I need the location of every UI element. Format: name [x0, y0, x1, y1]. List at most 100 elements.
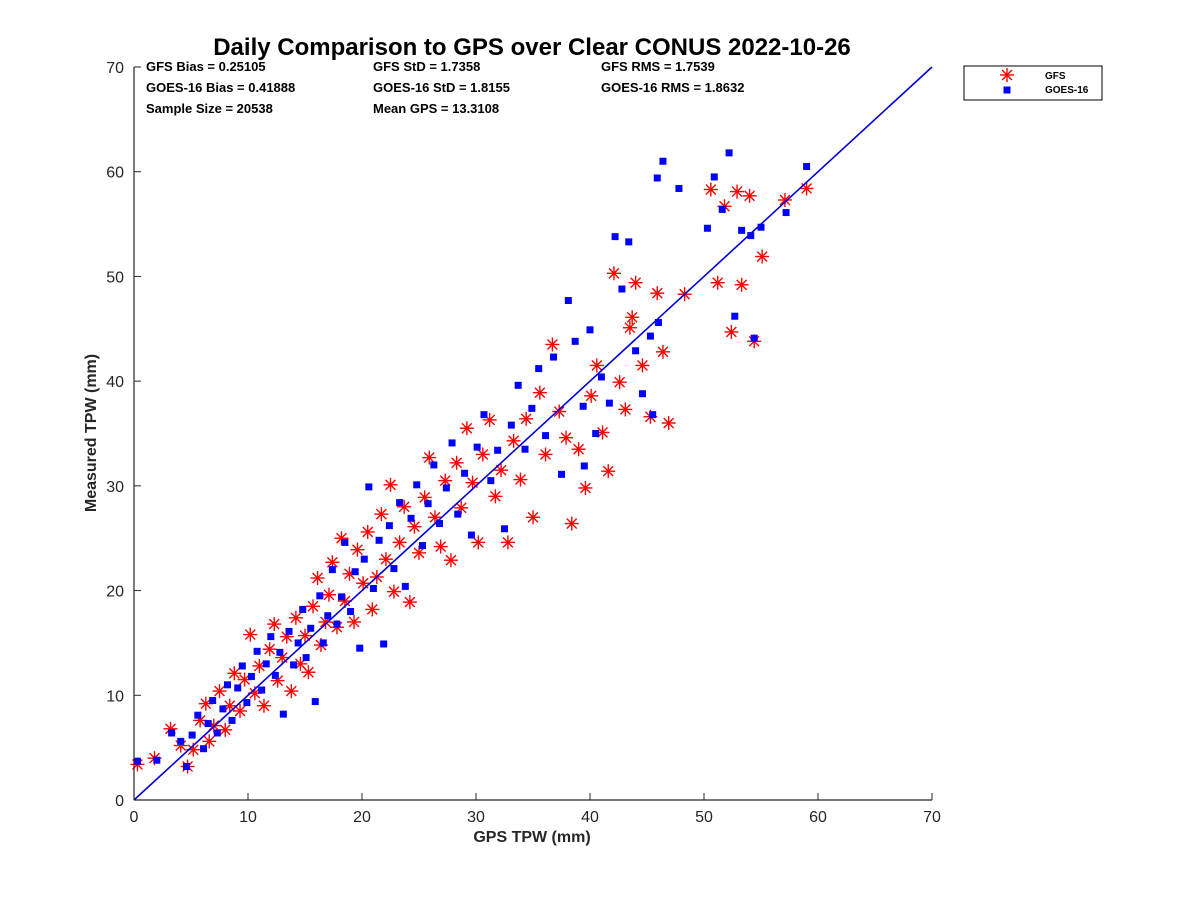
gfs-point	[777, 192, 792, 207]
goes16-point	[514, 381, 522, 389]
goes16-point	[213, 729, 221, 737]
gfs-point	[500, 535, 515, 550]
gfs-point	[661, 416, 676, 431]
goes16-point	[436, 520, 444, 528]
legend-gfs-asterisk	[1000, 68, 1014, 82]
gfs-point	[734, 277, 749, 292]
gfs-point	[218, 722, 233, 737]
goes16-point	[243, 699, 251, 707]
legend: GFS GOES-16	[963, 65, 1103, 101]
goes16-point	[725, 149, 733, 157]
gfs-point	[650, 286, 665, 301]
gfs-point	[625, 310, 640, 325]
gfs-point	[350, 542, 365, 557]
goes16-point	[262, 660, 270, 668]
goes16-point	[625, 238, 633, 246]
goes16-point	[267, 633, 275, 641]
y-tick-label: 50	[106, 269, 124, 286]
goes16-point	[356, 644, 364, 652]
goes16-point	[285, 627, 293, 635]
goes16-point	[618, 285, 626, 293]
x-tick-label: 0	[130, 809, 139, 826]
x-tick-label: 40	[581, 809, 599, 826]
gfs-point	[538, 447, 553, 462]
gfs-point	[532, 385, 547, 400]
gfs-point	[310, 571, 325, 586]
goes16-point	[586, 326, 594, 334]
goes16-point	[731, 312, 739, 320]
goes16-point	[747, 232, 755, 240]
gfs-point	[571, 442, 586, 457]
goes16-point	[654, 319, 662, 327]
goes16-point	[294, 639, 302, 647]
gfs-point	[267, 617, 282, 632]
x-tick-label: 50	[695, 809, 713, 826]
x-tick-label: 20	[353, 809, 371, 826]
gfs-point	[443, 553, 458, 568]
gfs-point	[618, 402, 633, 417]
x-tick-label: 30	[467, 809, 485, 826]
legend-box	[963, 65, 1103, 101]
goes16-point	[782, 209, 790, 217]
stat-goes16-rms: GOES-16 RMS = 1.8632	[601, 80, 744, 95]
stat-goes16-std: GOES-16 StD = 1.8155	[373, 80, 510, 95]
goes16-point	[507, 421, 515, 429]
goes16-point	[153, 756, 161, 764]
goes16-point	[238, 662, 246, 670]
goes16-point	[341, 538, 349, 546]
goes16-point	[365, 483, 373, 491]
goes16-point	[473, 443, 481, 451]
series-goes16	[133, 149, 811, 770]
y-tick-label: 0	[115, 793, 124, 810]
goes16-point	[328, 566, 336, 574]
goes16-point	[369, 584, 377, 592]
goes16-point	[638, 390, 646, 398]
goes16-point	[333, 620, 341, 628]
goes16-point	[209, 697, 217, 705]
gfs-point	[386, 584, 401, 599]
plot-area	[130, 66, 933, 801]
gfs-point	[301, 665, 316, 680]
gfs-point	[589, 358, 604, 373]
gfs-point	[471, 535, 486, 550]
series-layer	[130, 149, 814, 774]
y-tick-label: 70	[106, 60, 124, 77]
goes16-point	[380, 640, 388, 648]
axes: 0 10 20 30 40 50 60 70 0 10 20 30 40 50 60 70	[106, 60, 941, 826]
series-gfs	[130, 181, 814, 774]
y-tick-label: 10	[106, 688, 124, 705]
goes16-point	[204, 720, 212, 728]
gfs-point	[724, 324, 739, 339]
gfs-point	[559, 430, 574, 445]
y-tick-label: 20	[106, 584, 124, 601]
goes16-point	[177, 737, 185, 745]
goes16-point	[200, 745, 208, 753]
gfs-point	[475, 447, 490, 462]
gfs-point	[347, 614, 362, 629]
gfs-point	[438, 473, 453, 488]
gfs-point	[433, 539, 448, 554]
gfs-point	[799, 181, 814, 196]
goes16-point	[718, 205, 726, 213]
gfs-point	[655, 344, 670, 359]
goes16-point	[316, 592, 324, 600]
gfs-point	[422, 450, 437, 465]
gfs-point	[519, 411, 534, 426]
goes16-point	[558, 470, 565, 478]
gfs-point	[262, 642, 277, 657]
goes16-point	[375, 536, 383, 544]
goes16-point	[430, 461, 438, 469]
gfs-point	[284, 684, 299, 699]
x-ticks: 0 10 20 30 40 50 60 70	[130, 793, 941, 826]
goes16-point	[710, 173, 718, 181]
legend-goes16-square	[1003, 86, 1011, 94]
goes16-point	[418, 542, 426, 550]
goes16-point	[528, 404, 536, 412]
goes16-point	[579, 402, 587, 410]
goes16-point	[401, 582, 409, 590]
goes16-point	[653, 174, 661, 182]
goes16-point	[311, 698, 319, 706]
gfs-point	[321, 587, 336, 602]
gfs-point	[360, 524, 375, 539]
goes16-point	[133, 757, 141, 765]
